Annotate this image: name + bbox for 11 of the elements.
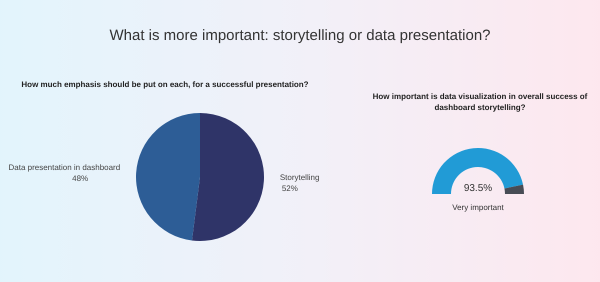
data-label: 93.5% (464, 183, 492, 194)
chart-title: How important is data visualization in overall success of dashboard storytelling? (372, 92, 588, 112)
pie-slice (136, 113, 200, 240)
slice-label: Data presentation in dashboard (8, 162, 120, 172)
slice-label: Storytelling (280, 173, 320, 182)
text: What is more important: storytelling or data presentation? (109, 27, 491, 44)
pie-slice (192, 113, 264, 241)
chart-title: How much emphasis should be put on each, for a successful presentation? (21, 80, 309, 89)
data-label: 48% (72, 174, 88, 183)
data-label: 52% (282, 184, 298, 194)
text: Very important (452, 203, 505, 212)
